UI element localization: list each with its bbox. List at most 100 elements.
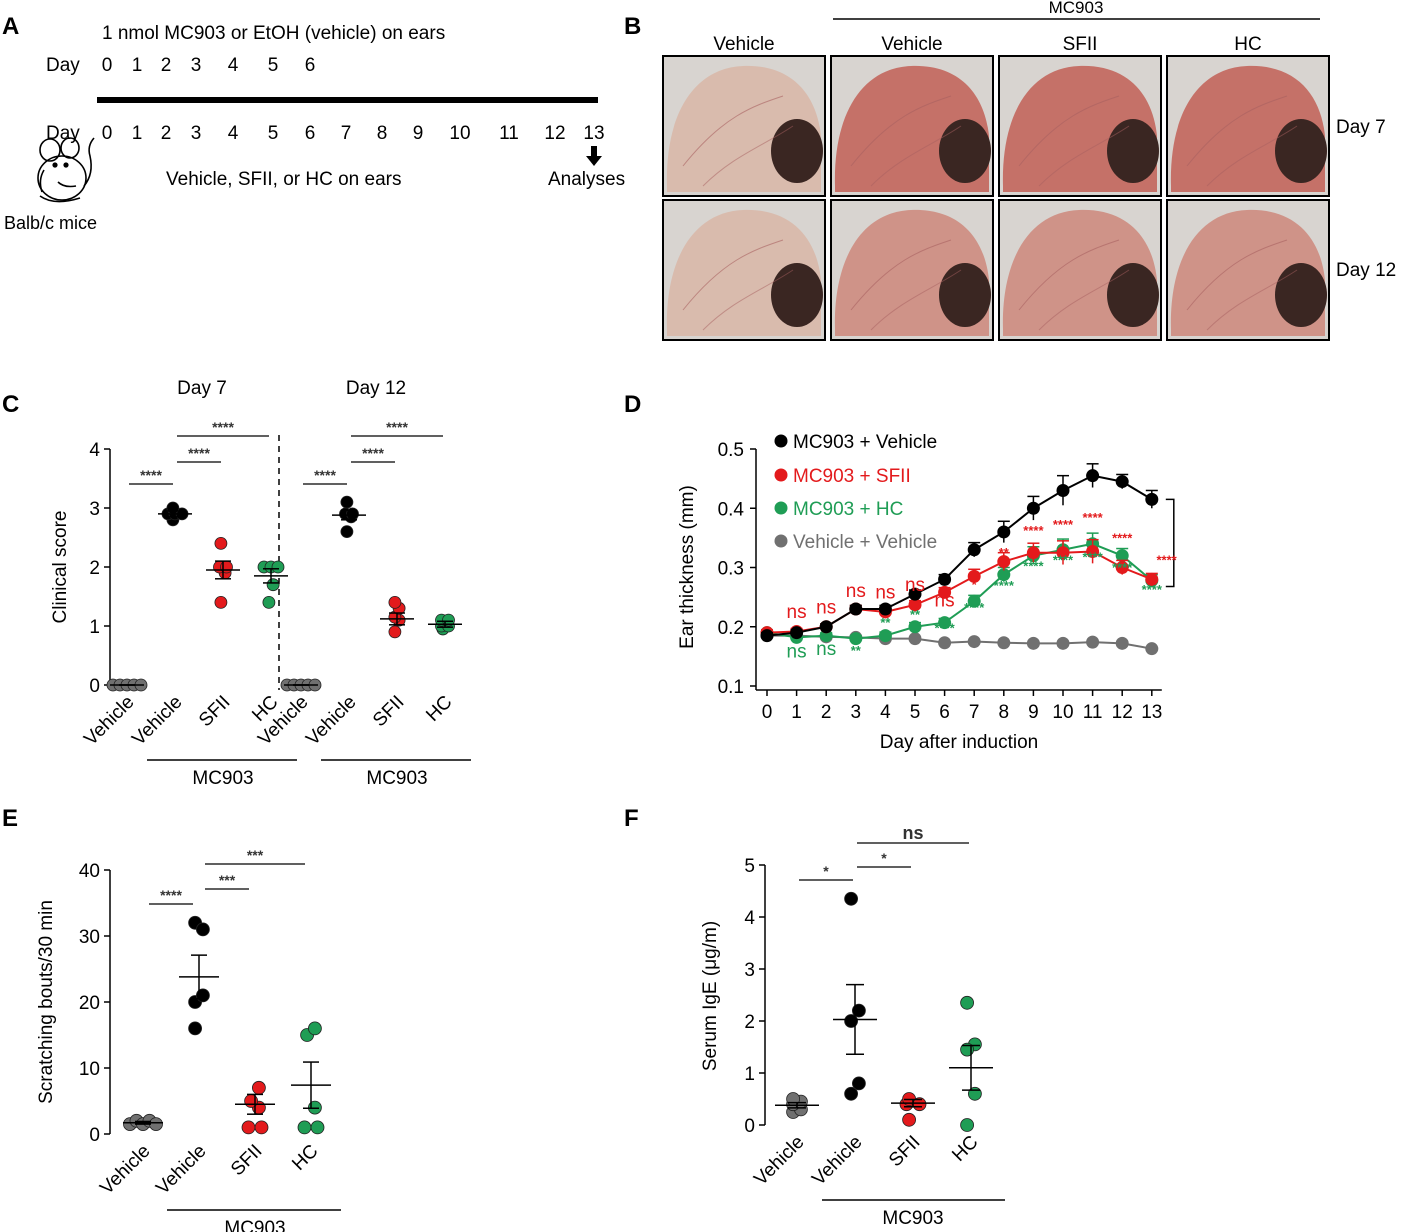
data-point-11 <box>1086 469 1100 483</box>
data-point-1-4 <box>844 1086 858 1101</box>
data-point-6 <box>938 585 952 599</box>
day-bottom-3: 3 <box>191 123 202 144</box>
comparison-label-0: **** <box>140 467 162 483</box>
y-tick-label-3: 3 <box>89 499 100 520</box>
ear-vessel <box>1186 95 1288 167</box>
legend-marker-1 <box>774 468 788 482</box>
x-tick-label-3: HC <box>288 1141 322 1175</box>
day-bottom-10: 10 <box>449 123 470 144</box>
x-tick-label-4: 4 <box>880 702 891 723</box>
x-tick-label-3: HC <box>948 1132 982 1166</box>
data-point-1-0 <box>844 891 858 906</box>
data-point-12 <box>1115 475 1129 489</box>
x-tick-label-6: 6 <box>939 702 950 723</box>
panel-a-timeline: 1 nmol MC903 or EtOH (vehicle) on ears D… <box>4 23 625 233</box>
photo-row-label-1: Day 12 <box>1336 260 1396 281</box>
data-point-2-4 <box>254 1120 269 1135</box>
data-point-7 <box>967 569 981 583</box>
ear-canal-shadow <box>771 119 823 183</box>
ear-canal-shadow <box>939 119 991 183</box>
y-tick-label-0.5: 0.5 <box>718 440 744 461</box>
significance-annotation-16: ** <box>880 615 891 630</box>
y-tick-label-1: 1 <box>744 1064 755 1085</box>
data-point-3 <box>849 632 863 646</box>
legend-marker-2 <box>774 501 788 515</box>
panel-letter-e: E <box>2 805 18 832</box>
mc903-group-label: MC903 <box>1049 0 1104 17</box>
data-point-11 <box>1086 635 1100 649</box>
data-point-2-0 <box>388 625 402 639</box>
day-bottom-2: 2 <box>161 123 172 144</box>
data-point-13 <box>1145 492 1159 506</box>
comparison-label-2: **** <box>386 419 408 435</box>
y-tick-label-0.3: 0.3 <box>718 559 744 580</box>
ear-canal-shadow <box>1275 119 1327 183</box>
ear-canal-shadow <box>1275 263 1327 327</box>
data-point-2 <box>819 629 833 643</box>
y-tick-label-2: 2 <box>89 558 100 579</box>
data-point-1 <box>790 626 804 640</box>
data-point-11 <box>1086 545 1100 559</box>
significance-annotation-19: **** <box>964 600 985 615</box>
x-tick-label-0: Vehicle <box>750 1132 808 1190</box>
data-point-2-0 <box>241 1120 256 1135</box>
day-top-5: 5 <box>268 55 279 76</box>
significance-annotation-11: **** <box>1112 531 1133 546</box>
photo-frame <box>998 55 1162 197</box>
photo-frame <box>1166 199 1330 341</box>
data-point-3-3 <box>307 1021 322 1036</box>
ear-canal-shadow <box>1107 263 1159 327</box>
day-top-0: 0 <box>102 55 113 76</box>
photo-col-label-3: HC <box>1234 34 1261 55</box>
x-tick-label-13: 13 <box>1141 702 1162 723</box>
ear-canal-shadow <box>771 263 823 327</box>
induction-label: 1 nmol MC903 or EtOH (vehicle) on ears <box>102 23 445 44</box>
significance-annotation-22: **** <box>1053 553 1074 568</box>
data-point-12 <box>1115 549 1129 563</box>
data-point-1-3 <box>852 1076 866 1091</box>
y-axis-title: Clinical score <box>50 511 71 624</box>
ear-photo-r0-c0 <box>662 55 826 197</box>
ear-photo-r1-c2 <box>998 199 1162 341</box>
y-tick-label-3: 3 <box>744 960 755 981</box>
significance-annotation-0: ns <box>787 602 807 623</box>
day-bottom-0: 0 <box>102 123 113 144</box>
photo-frame <box>830 199 994 341</box>
down-arrow-icon <box>586 146 602 166</box>
y-tick-label-20: 20 <box>79 993 100 1014</box>
ear-canal-shadow <box>1107 119 1159 183</box>
ear-canal-shadow <box>939 263 991 327</box>
data-point-3-4 <box>310 1120 325 1135</box>
data-point-2-4 <box>214 537 228 550</box>
significance-annotation-13: ns <box>787 642 807 663</box>
significance-annotation-18: **** <box>934 621 955 636</box>
day-top-2: 2 <box>161 55 172 76</box>
y-tick-label-2: 2 <box>744 1012 755 1033</box>
significance-annotation-21: **** <box>1023 558 1044 573</box>
data-point-5 <box>908 632 922 646</box>
ear-vessel <box>1186 239 1288 311</box>
ear-vessel <box>1206 125 1298 187</box>
y-tick-label-0: 0 <box>744 1116 755 1137</box>
data-point-7 <box>967 543 981 557</box>
ear-vessel <box>702 125 794 187</box>
mouse-strain-label: Balb/c mice <box>4 213 97 233</box>
day-top-6: 6 <box>305 55 316 76</box>
data-point-8 <box>997 568 1011 582</box>
x-tick-label-7: 7 <box>969 702 980 723</box>
day-bottom-6: 6 <box>305 123 316 144</box>
day-top-4: 4 <box>228 55 239 76</box>
day-bottom-13: 13 <box>583 123 604 144</box>
data-point-4 <box>878 602 892 616</box>
ear-vessel <box>1206 269 1298 331</box>
x-tick-label-2: SFII <box>227 1141 266 1180</box>
data-point-1-0 <box>340 525 354 538</box>
subplot-title: Day 12 <box>346 378 406 399</box>
data-point-6 <box>938 616 952 630</box>
comparison-label-0: **** <box>160 887 182 903</box>
panel-letter-d: D <box>624 391 641 418</box>
data-point-0 <box>760 629 774 643</box>
subplot-title: Day 7 <box>177 378 227 399</box>
